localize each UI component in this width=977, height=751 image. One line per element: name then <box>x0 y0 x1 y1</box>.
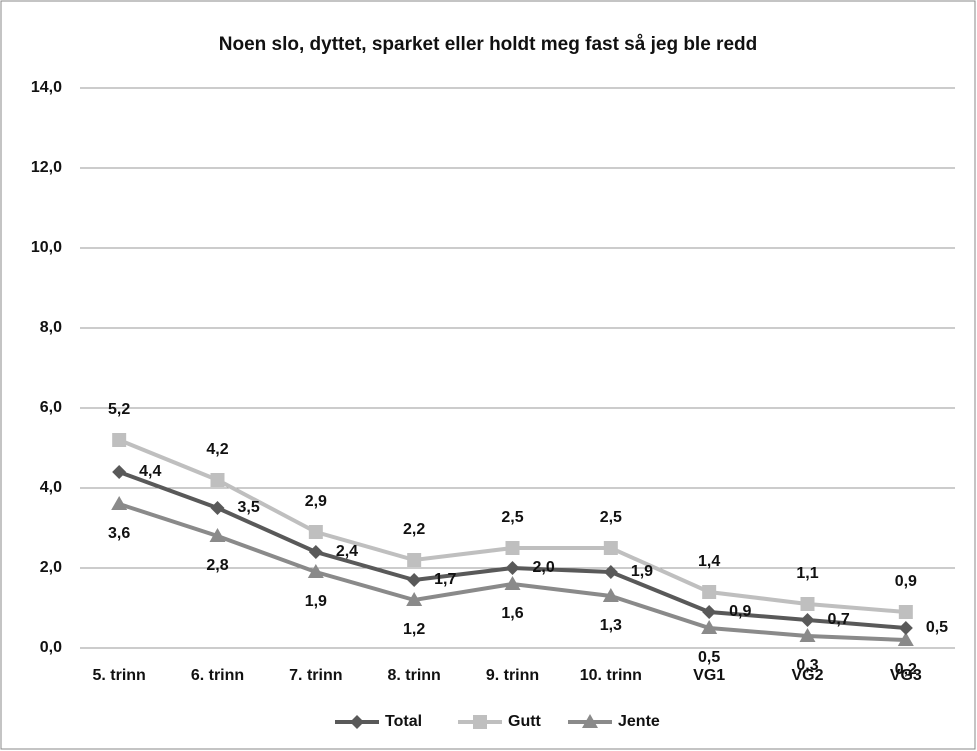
data-point <box>702 605 717 619</box>
data-point <box>603 565 618 579</box>
data-point <box>504 576 521 590</box>
x-tick-label: 9. trinn <box>486 667 539 684</box>
legend-label: Total <box>385 713 422 730</box>
data-point <box>602 588 619 602</box>
data-point <box>898 621 913 635</box>
x-tick-label: VG2 <box>791 667 823 684</box>
y-tick-label: 8,0 <box>40 319 62 336</box>
data-label: 0,5 <box>698 649 720 666</box>
data-point <box>799 628 816 642</box>
data-label: 2,9 <box>305 493 327 510</box>
x-tick-label: 6. trinn <box>191 667 244 684</box>
y-tick-label: 14,0 <box>31 79 62 96</box>
data-point <box>210 501 225 515</box>
data-point <box>407 553 422 567</box>
data-point <box>112 433 127 447</box>
data-label: 2,0 <box>533 559 555 576</box>
data-point <box>407 573 422 587</box>
data-label: 5,2 <box>108 401 130 418</box>
data-label: 2,5 <box>501 509 523 526</box>
data-label: 2,4 <box>336 543 358 560</box>
data-point <box>406 592 423 606</box>
data-point <box>308 545 323 559</box>
data-label: 1,2 <box>403 621 425 638</box>
data-point <box>505 541 520 555</box>
data-point <box>800 597 815 611</box>
data-label: 0,2 <box>895 661 917 678</box>
data-label: 3,6 <box>108 525 130 542</box>
legend-label: Jente <box>618 713 660 730</box>
data-label: 1,6 <box>501 605 523 622</box>
y-tick-label: 6,0 <box>40 399 62 416</box>
data-label: 1,9 <box>631 563 653 580</box>
x-tick-label: VG1 <box>693 667 725 684</box>
chart-title: Noen slo, dyttet, sparket eller holdt me… <box>219 34 757 55</box>
data-point <box>209 528 226 542</box>
data-point <box>307 564 324 578</box>
x-tick-label: 10. trinn <box>580 667 642 684</box>
y-tick-label: 4,0 <box>40 479 62 496</box>
data-point <box>800 613 815 627</box>
data-label: 0,7 <box>828 611 850 628</box>
data-label: 2,8 <box>206 557 228 574</box>
data-label: 1,3 <box>600 617 622 634</box>
data-label: 1,9 <box>305 593 327 610</box>
legend-label: Gutt <box>508 713 542 730</box>
data-label: 4,4 <box>139 463 161 480</box>
data-label: 4,2 <box>206 441 228 458</box>
x-tick-label: VG3 <box>890 667 922 684</box>
legend-marker <box>582 714 598 728</box>
x-tick-label: 8. trinn <box>387 667 440 684</box>
data-label: 3,5 <box>238 499 260 516</box>
y-tick-label: 0,0 <box>40 639 62 656</box>
y-tick-label: 2,0 <box>40 559 62 576</box>
data-label: 0,9 <box>729 603 751 620</box>
x-tick-label: 5. trinn <box>92 667 145 684</box>
data-label: 0,3 <box>796 657 818 674</box>
y-tick-label: 10,0 <box>31 239 62 256</box>
legend-marker <box>350 715 364 729</box>
data-label: 2,5 <box>600 509 622 526</box>
data-point <box>308 525 323 539</box>
data-label: 1,7 <box>434 571 456 588</box>
data-label: 2,2 <box>403 521 425 538</box>
data-point <box>701 620 718 634</box>
data-point <box>111 496 128 510</box>
data-point <box>505 561 520 575</box>
data-point <box>702 585 717 599</box>
data-point <box>210 473 225 487</box>
data-label: 0,5 <box>926 619 948 636</box>
data-point <box>112 465 127 479</box>
x-tick-label: 7. trinn <box>289 667 342 684</box>
data-point <box>897 632 914 646</box>
y-tick-label: 12,0 <box>31 159 62 176</box>
data-point <box>898 605 913 619</box>
data-label: 1,4 <box>698 553 720 570</box>
data-label: 1,1 <box>796 565 818 582</box>
data-point <box>603 541 618 555</box>
legend-marker <box>473 715 487 729</box>
data-label: 0,9 <box>895 573 917 590</box>
